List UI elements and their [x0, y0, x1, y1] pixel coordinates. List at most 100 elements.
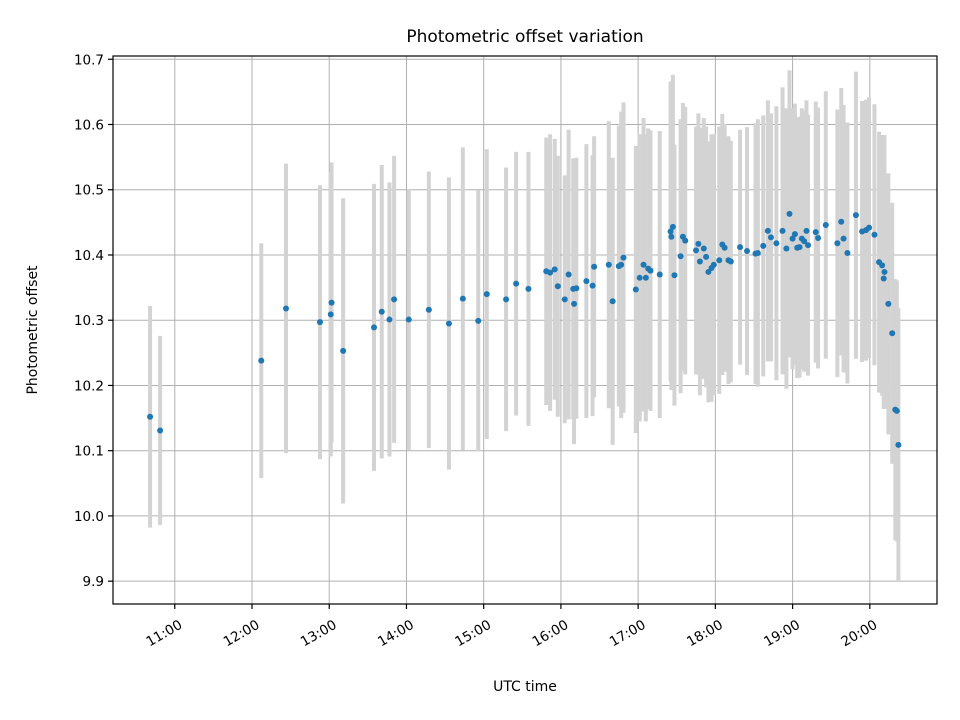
data-point — [791, 231, 798, 238]
data-point — [282, 305, 289, 312]
data-point — [879, 262, 886, 269]
y-tick-label: 10.6 — [74, 118, 104, 134]
plot-frame — [112, 55, 938, 605]
data-point — [591, 263, 598, 270]
data-point — [682, 237, 689, 244]
data-point — [764, 227, 771, 234]
y-tick-label: 9.9 — [83, 574, 104, 590]
data-points — [147, 210, 902, 448]
data-point — [551, 266, 558, 273]
data-point — [632, 286, 639, 293]
data-point — [583, 278, 590, 285]
data-point — [866, 224, 873, 231]
data-point — [573, 285, 580, 292]
x-tick-label: 17:00 — [607, 617, 649, 650]
data-point — [895, 441, 902, 448]
data-point — [703, 253, 710, 260]
data-point — [618, 261, 625, 268]
x-tick-label: 19:00 — [761, 617, 803, 650]
grid-lines — [113, 56, 937, 604]
data-point — [716, 257, 723, 264]
x-tick-label: 13:00 — [298, 617, 340, 650]
data-point — [475, 317, 482, 324]
error-bars — [148, 70, 901, 582]
data-point — [391, 296, 398, 303]
data-point — [547, 269, 554, 276]
data-point — [147, 413, 154, 420]
data-point — [796, 244, 803, 251]
data-point — [822, 221, 829, 228]
data-point — [371, 324, 378, 331]
data-point — [700, 245, 707, 252]
data-point — [620, 254, 627, 261]
chart-title: Photometric offset variation — [406, 27, 643, 47]
y-axis-label: Photometric offset — [25, 265, 41, 395]
data-point — [316, 319, 323, 326]
data-point — [571, 300, 578, 307]
data-point — [668, 233, 675, 240]
x-tick-label: 11:00 — [143, 617, 185, 650]
data-point — [721, 244, 728, 251]
x-tick-label: 14:00 — [375, 617, 417, 650]
data-point — [852, 212, 859, 219]
data-point — [503, 296, 510, 303]
data-point — [693, 247, 700, 254]
data-point — [561, 296, 568, 303]
data-point — [340, 347, 347, 354]
y-tick-label: 10.5 — [74, 183, 104, 199]
data-point — [445, 320, 452, 327]
data-point — [786, 210, 793, 217]
data-point — [779, 227, 786, 234]
data-point — [647, 267, 654, 274]
x-tick-label: 18:00 — [684, 617, 726, 650]
y-tick-label: 10.4 — [74, 248, 104, 264]
data-point — [885, 300, 892, 307]
x-tick-label: 12:00 — [221, 617, 263, 650]
data-point — [881, 268, 888, 275]
data-point — [378, 308, 385, 315]
data-point — [871, 231, 878, 238]
data-point — [889, 330, 896, 337]
data-point — [815, 235, 822, 242]
y-tick-label: 10.3 — [74, 313, 104, 329]
data-point — [695, 240, 702, 247]
data-point — [605, 261, 612, 268]
data-point — [386, 316, 393, 323]
y-tick-label: 10.2 — [74, 378, 104, 394]
data-point — [258, 357, 265, 364]
data-point — [696, 258, 703, 265]
data-point — [425, 306, 432, 313]
data-point — [880, 275, 887, 282]
y-tick-label: 10.7 — [74, 52, 104, 68]
data-point — [525, 285, 532, 292]
data-point — [805, 242, 812, 249]
data-point — [157, 427, 164, 434]
data-point — [789, 235, 796, 242]
data-point — [760, 242, 767, 249]
data-point — [513, 280, 520, 287]
data-point — [773, 240, 780, 247]
data-point — [840, 235, 847, 242]
data-point — [328, 299, 335, 306]
data-point — [405, 316, 412, 323]
x-tick-label: 20:00 — [839, 617, 881, 650]
data-point — [803, 227, 810, 234]
data-point — [812, 229, 819, 236]
data-point — [565, 271, 572, 278]
data-point — [844, 250, 851, 257]
data-point — [754, 250, 761, 257]
data-point — [744, 248, 751, 255]
data-point — [801, 238, 808, 245]
data-point — [834, 240, 841, 247]
data-point — [483, 291, 490, 298]
data-point — [667, 228, 674, 235]
data-point — [459, 295, 466, 302]
data-point — [636, 274, 643, 281]
data-point — [893, 407, 900, 414]
data-point — [727, 258, 734, 265]
y-tick-label: 10.0 — [74, 509, 104, 525]
data-point — [710, 261, 717, 268]
data-point — [589, 282, 596, 289]
data-point — [767, 234, 774, 241]
